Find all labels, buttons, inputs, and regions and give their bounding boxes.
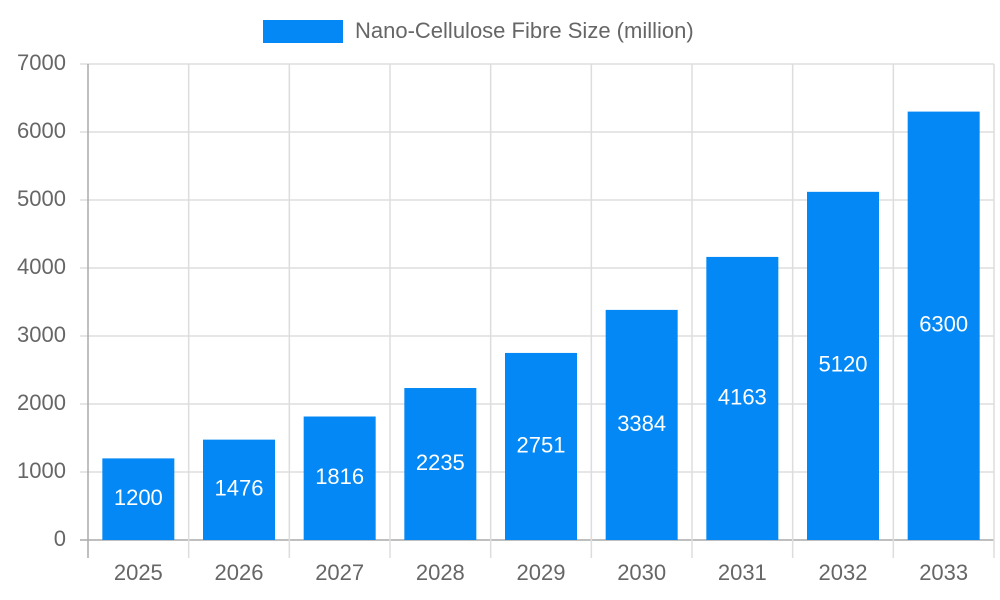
bar	[203, 439, 275, 540]
y-tick-label: 0	[54, 526, 66, 551]
data-label: 4163	[718, 384, 767, 409]
x-tick-label: 2033	[919, 560, 968, 585]
legend-label: Nano-Cellulose Fibre Size (million)	[355, 18, 694, 43]
y-tick-label: 3000	[17, 322, 66, 347]
data-label: 1200	[114, 485, 163, 510]
x-tick-label: 2031	[718, 560, 767, 585]
x-tick-label: 2027	[315, 560, 364, 585]
x-tick-label: 2026	[215, 560, 264, 585]
bar	[907, 111, 980, 540]
data-label: 1816	[315, 464, 364, 489]
x-tick-label: 2029	[517, 560, 566, 585]
y-tick-label: 2000	[17, 390, 66, 415]
bar	[807, 191, 879, 540]
bar	[605, 309, 678, 540]
y-tick-label: 4000	[17, 254, 66, 279]
y-tick-label: 6000	[17, 118, 66, 143]
y-tick-label: 5000	[17, 186, 66, 211]
data-label: 3384	[617, 411, 666, 436]
data-label: 1476	[215, 476, 264, 501]
data-label: 2751	[517, 432, 566, 457]
y-tick-label: 1000	[17, 458, 66, 483]
legend-swatch	[263, 20, 343, 43]
data-label: 2235	[416, 450, 465, 475]
x-tick-label: 2025	[114, 560, 163, 585]
bar	[706, 256, 779, 540]
data-label: 5120	[819, 352, 868, 377]
bar	[102, 458, 175, 540]
x-tick-label: 2032	[819, 560, 868, 585]
x-tick-label: 2030	[617, 560, 666, 585]
y-tick-label: 7000	[17, 50, 66, 75]
bar	[303, 416, 376, 540]
data-label: 6300	[919, 312, 968, 337]
bar	[404, 388, 477, 540]
bar	[505, 352, 577, 540]
x-tick-label: 2028	[416, 560, 465, 585]
